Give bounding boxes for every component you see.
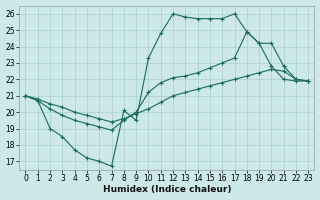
- X-axis label: Humidex (Indice chaleur): Humidex (Indice chaleur): [103, 185, 231, 194]
